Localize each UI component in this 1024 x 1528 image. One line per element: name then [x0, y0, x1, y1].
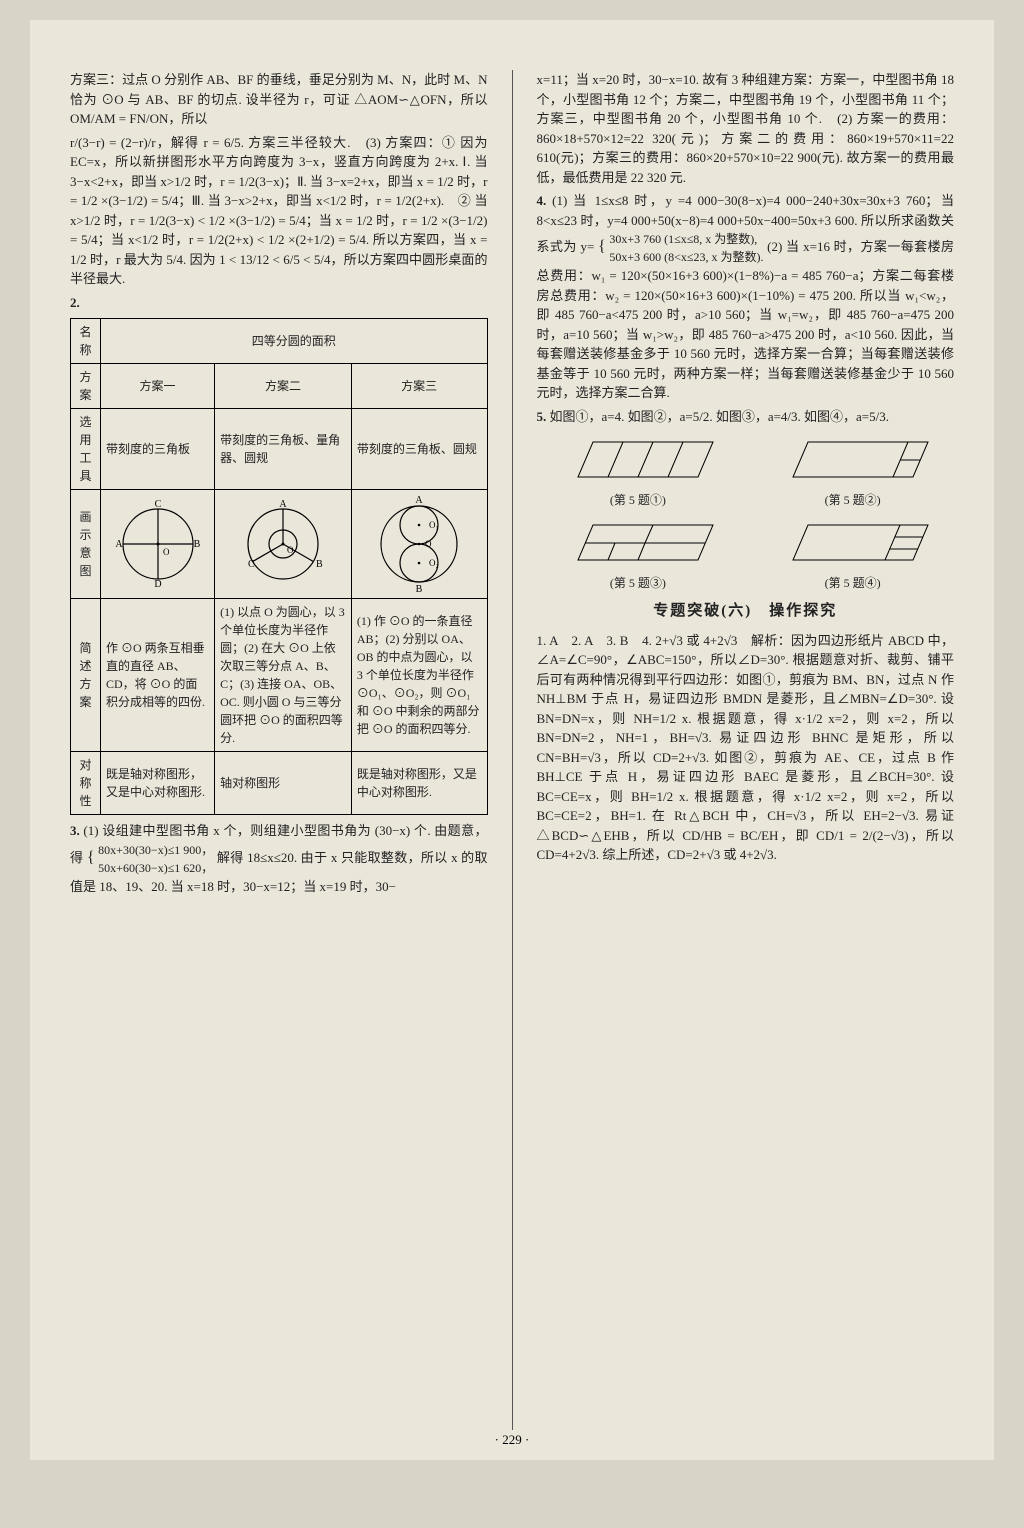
left-para-2: r/(3−r) = (2−r)/r，解得 r = 6/5. 方案三半径较大. (…	[70, 133, 488, 289]
schemes-table: 名称 四等分圆的面积 方案 方案一 方案二 方案三 选用工具 带刻度的三角板 带…	[70, 318, 488, 815]
svg-text:A: A	[115, 539, 123, 550]
problem-5-number: 5.	[537, 409, 547, 424]
brief-1: 作 ⊙O 两条互相垂直的直径 AB、CD，将 ⊙O 的面积分成相等的四份.	[101, 599, 215, 752]
scheme-3-head: 方案三	[351, 364, 487, 409]
figure-1: (第 5 题①)	[558, 432, 718, 509]
parallelogram-1-icon	[558, 432, 718, 487]
svg-text:A: A	[416, 495, 424, 506]
svg-text:D: D	[154, 579, 161, 589]
tool-1: 带刻度的三角板	[101, 409, 215, 490]
scheme-1-head: 方案一	[101, 364, 215, 409]
two-column-layout: 方案三：过点 O 分别作 AB、BF 的垂线，垂足分别为 M、N，此时 M、N …	[70, 70, 954, 1430]
right-answers-para: 1. A 2. A 3. B 4. 2+√3 或 4+2√3 解析：因为四边形纸…	[537, 631, 955, 865]
row-brief-label: 简述方案	[71, 599, 101, 752]
sym-1: 既是轴对称图形，又是中心对称图形.	[101, 752, 215, 815]
problem-2-number: 2.	[70, 293, 488, 313]
svg-text:O: O	[163, 547, 170, 557]
svg-text:O₂: O₂	[429, 558, 439, 568]
left-column: 方案三：过点 O 分别作 AB、BF 的垂线，垂足分别为 M、N，此时 M、N …	[70, 70, 488, 1430]
right-para-2: 4. (1) 当 1≤x≤8 时，y =4 000−30(8−x)=4 000−…	[537, 191, 955, 403]
brace-icon: {	[87, 848, 95, 865]
sym-2: 轴对称图形	[215, 752, 352, 815]
th-name: 名称	[71, 319, 101, 364]
circle-cross-icon: C A B D O	[113, 499, 203, 589]
problem-3-number: 3.	[70, 823, 80, 838]
brief-2: (1) 以点 O 为圆心，以 3 个单位长度为半径作圆；(2) 在大 ⊙O 上依…	[215, 599, 352, 752]
left-para-1: 方案三：过点 O 分别作 AB、BF 的垂线，垂足分别为 M、N，此时 M、N …	[70, 70, 488, 129]
system-4-line-1: 30x+3 760 (1≤x≤8, x 为整数),	[609, 232, 757, 246]
row-sym-label: 对称性	[71, 752, 101, 815]
svg-text:O: O	[287, 545, 294, 555]
problem-5-text: 如图①，a=4. 如图②，a=5/2. 如图③，a=4/3. 如图④，a=5/3…	[550, 409, 890, 424]
system-line-2: 50x+60(30−x)≤1 620，	[98, 861, 213, 875]
th-area: 四等分圆的面积	[101, 319, 488, 364]
figure-2-label: (第 5 题②)	[773, 491, 933, 509]
parallelogram-4-icon	[773, 515, 933, 570]
page: 方案三：过点 O 分别作 AB、BF 的垂线，垂足分别为 M、N，此时 M、N …	[30, 20, 994, 1460]
circle-sectors-icon: A C B O	[238, 499, 328, 589]
circle-two-small-icon: A B O₁ O₂ O	[374, 494, 464, 594]
brief-3: (1) 作 ⊙O 的一条直径 AB；(2) 分别以 OA、OB 的中点为圆心，以…	[351, 599, 487, 752]
svg-text:B: B	[316, 559, 323, 570]
right-para-1: x=11；当 x=20 时，30−x=10. 故有 3 种组建方案：方案一，中型…	[537, 70, 955, 187]
page-number: · 229 ·	[30, 1432, 994, 1448]
svg-text:C: C	[248, 559, 255, 570]
figure-2: (第 5 题②)	[773, 432, 933, 509]
svg-text:B: B	[193, 539, 200, 550]
diagram-2: A C B O	[215, 490, 352, 599]
svg-text:O₁: O₁	[429, 520, 439, 530]
figures-row-1: (第 5 题①) (第 5 题②)	[537, 432, 955, 509]
svg-text:C: C	[154, 499, 161, 510]
parallelogram-3-icon	[558, 515, 718, 570]
diagram-3: A B O₁ O₂ O	[351, 490, 487, 599]
svg-text:A: A	[279, 499, 287, 510]
right-para-3: 5. 如图①，a=4. 如图②，a=5/2. 如图③，a=4/3. 如图④，a=…	[537, 407, 955, 427]
svg-text:O: O	[425, 539, 432, 549]
scheme-2-head: 方案二	[215, 364, 352, 409]
sym-3: 既是轴对称图形，又是中心对称图形.	[351, 752, 487, 815]
problem-4-number: 4.	[537, 193, 547, 208]
tool-2: 带刻度的三角板、量角器、圆规	[215, 409, 352, 490]
figure-4-label: (第 5 题④)	[773, 574, 933, 592]
right-column: x=11；当 x=20 时，30−x=10. 故有 3 种组建方案：方案一，中型…	[537, 70, 955, 1430]
row-diagram-label: 画示意图	[71, 490, 101, 599]
figure-3: (第 5 题③)	[558, 515, 718, 592]
tool-3: 带刻度的三角板、圆规	[351, 409, 487, 490]
system-line-1: 80x+30(30−x)≤1 900，	[98, 843, 213, 857]
section-title: 专题突破(六) 操作探究	[537, 600, 955, 623]
left-para-3: 3. (1) 设组建中型图书角 x 个，则组建小型图书角为 (30−x) 个. …	[70, 821, 488, 896]
column-divider	[512, 70, 513, 1430]
system-4-line-2: 50x+3 600 (8<x≤23, x 为整数).	[609, 250, 763, 264]
parallelogram-2-icon	[773, 432, 933, 487]
svg-text:B: B	[416, 584, 423, 594]
row-tools-label: 选用工具	[71, 409, 101, 490]
figure-1-label: (第 5 题①)	[558, 491, 718, 509]
row-scheme-label: 方案	[71, 364, 101, 409]
figure-4: (第 5 题④)	[773, 515, 933, 592]
figures-row-2: (第 5 题③) (第 5 题④)	[537, 515, 955, 592]
figure-3-label: (第 5 题③)	[558, 574, 718, 592]
diagram-1: C A B D O	[101, 490, 215, 599]
brace-icon-2: {	[598, 238, 606, 255]
